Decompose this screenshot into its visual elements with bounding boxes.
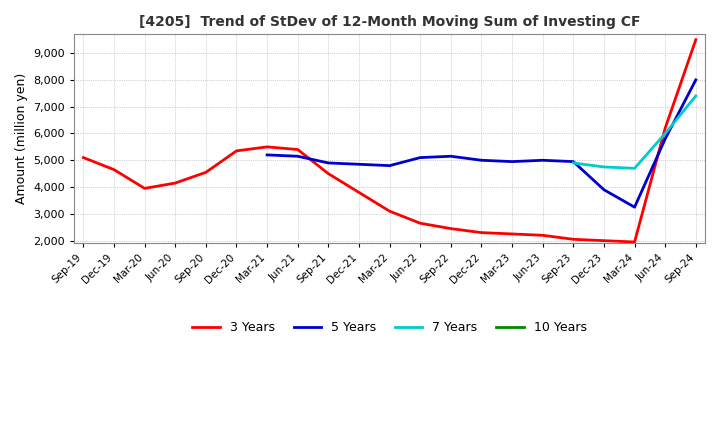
3 Years	[508, 231, 516, 237]
3 Years	[109, 167, 118, 172]
5 Years	[600, 187, 608, 192]
3 Years	[539, 233, 547, 238]
5 Years	[691, 77, 700, 83]
Y-axis label: Amount (million yen): Amount (million yen)	[15, 73, 28, 205]
3 Years	[691, 37, 700, 42]
3 Years	[79, 155, 88, 160]
3 Years	[355, 190, 364, 195]
3 Years	[569, 237, 577, 242]
3 Years	[232, 148, 240, 154]
7 Years	[691, 93, 700, 99]
3 Years	[171, 180, 179, 186]
5 Years	[446, 154, 455, 159]
7 Years	[569, 160, 577, 165]
3 Years	[446, 226, 455, 231]
5 Years	[508, 159, 516, 164]
3 Years	[385, 209, 394, 214]
Line: 5 Years: 5 Years	[267, 80, 696, 207]
3 Years	[202, 170, 210, 175]
5 Years	[385, 163, 394, 168]
3 Years	[600, 238, 608, 243]
3 Years	[630, 239, 639, 245]
3 Years	[294, 147, 302, 152]
5 Years	[539, 158, 547, 163]
3 Years	[416, 220, 425, 226]
7 Years	[630, 166, 639, 171]
3 Years	[324, 171, 333, 176]
5 Years	[294, 154, 302, 159]
7 Years	[600, 164, 608, 169]
7 Years	[661, 131, 670, 136]
Legend: 3 Years, 5 Years, 7 Years, 10 Years: 3 Years, 5 Years, 7 Years, 10 Years	[187, 316, 592, 340]
Line: 3 Years: 3 Years	[84, 40, 696, 242]
Title: [4205]  Trend of StDev of 12-Month Moving Sum of Investing CF: [4205] Trend of StDev of 12-Month Moving…	[139, 15, 640, 29]
3 Years	[661, 125, 670, 131]
5 Years	[477, 158, 486, 163]
5 Years	[263, 152, 271, 158]
5 Years	[324, 160, 333, 165]
5 Years	[355, 161, 364, 167]
3 Years	[140, 186, 149, 191]
5 Years	[661, 136, 670, 142]
3 Years	[477, 230, 486, 235]
5 Years	[630, 205, 639, 210]
5 Years	[416, 155, 425, 160]
Line: 7 Years: 7 Years	[573, 96, 696, 169]
3 Years	[263, 144, 271, 150]
5 Years	[569, 159, 577, 164]
